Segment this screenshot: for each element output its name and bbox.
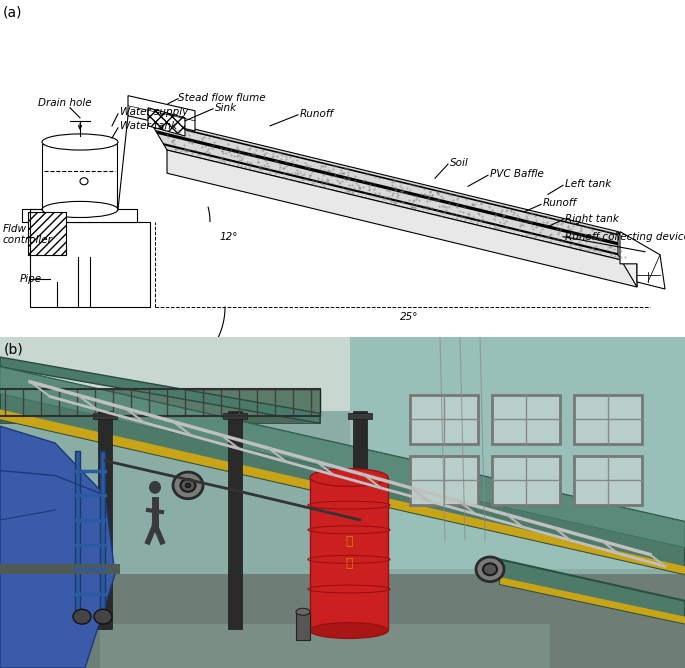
Bar — [348, 413, 372, 420]
Polygon shape — [620, 232, 665, 289]
Text: 12°: 12° — [220, 232, 238, 242]
Text: Fldw
controller: Fldw controller — [3, 224, 53, 245]
Ellipse shape — [186, 484, 190, 488]
Bar — [353, 411, 367, 629]
Text: Pipe: Pipe — [20, 274, 42, 284]
Text: Right tank: Right tank — [565, 214, 619, 224]
Bar — [0, 574, 685, 668]
Text: Runoff: Runoff — [543, 198, 577, 208]
Polygon shape — [0, 367, 685, 574]
Polygon shape — [618, 232, 637, 287]
Bar — [30, 222, 150, 307]
Polygon shape — [500, 577, 685, 624]
Bar — [120, 416, 350, 574]
Ellipse shape — [42, 134, 118, 150]
Bar — [0, 389, 320, 416]
Ellipse shape — [476, 557, 504, 582]
Bar — [75, 451, 80, 614]
Text: 单: 单 — [345, 557, 353, 570]
Polygon shape — [148, 108, 185, 136]
Text: 25°: 25° — [400, 312, 419, 322]
Text: Runoff collecting device: Runoff collecting device — [565, 232, 685, 242]
Bar — [93, 413, 117, 420]
Ellipse shape — [80, 178, 88, 185]
Polygon shape — [155, 130, 627, 248]
Bar — [574, 395, 642, 444]
Bar — [22, 210, 137, 222]
Bar — [350, 337, 685, 569]
Ellipse shape — [296, 609, 310, 615]
Bar — [223, 413, 247, 420]
Bar — [28, 212, 66, 255]
Bar — [574, 456, 642, 505]
Text: Left tank: Left tank — [565, 179, 611, 189]
Bar — [100, 624, 550, 668]
Ellipse shape — [73, 609, 91, 624]
Ellipse shape — [181, 479, 195, 492]
Text: PVC Baffle: PVC Baffle — [490, 169, 544, 179]
Bar — [0, 337, 685, 411]
Bar — [228, 411, 242, 629]
Polygon shape — [0, 367, 685, 548]
Polygon shape — [0, 357, 320, 424]
Ellipse shape — [483, 563, 497, 575]
Text: Sink: Sink — [215, 103, 237, 113]
Bar — [100, 451, 105, 614]
Ellipse shape — [94, 609, 112, 624]
Bar — [0, 415, 320, 424]
Bar — [296, 613, 310, 641]
Polygon shape — [149, 120, 621, 236]
Ellipse shape — [42, 201, 118, 218]
Bar — [42, 144, 117, 210]
Text: (b): (b) — [4, 342, 24, 356]
Ellipse shape — [310, 469, 388, 486]
Bar — [410, 456, 478, 505]
Bar — [98, 411, 112, 629]
Polygon shape — [0, 409, 685, 574]
Ellipse shape — [310, 623, 388, 639]
Polygon shape — [0, 426, 115, 668]
Polygon shape — [500, 559, 685, 624]
Text: Runoff: Runoff — [300, 109, 334, 119]
Text: Water supply: Water supply — [120, 107, 188, 117]
Bar — [310, 478, 388, 631]
Polygon shape — [128, 96, 195, 131]
Polygon shape — [163, 143, 634, 259]
Text: Soil: Soil — [450, 158, 469, 168]
Text: Water tank: Water tank — [120, 121, 177, 131]
Bar — [410, 395, 478, 444]
Bar — [492, 456, 560, 505]
Text: Drain hole: Drain hole — [38, 98, 92, 108]
Ellipse shape — [173, 472, 203, 499]
Text: (a): (a) — [3, 5, 23, 19]
Bar — [0, 564, 120, 574]
Polygon shape — [167, 150, 637, 287]
Text: 华: 华 — [345, 535, 353, 548]
Bar — [492, 395, 560, 444]
Text: Stead flow flume: Stead flow flume — [178, 93, 266, 103]
Polygon shape — [148, 118, 637, 264]
Ellipse shape — [149, 481, 161, 494]
